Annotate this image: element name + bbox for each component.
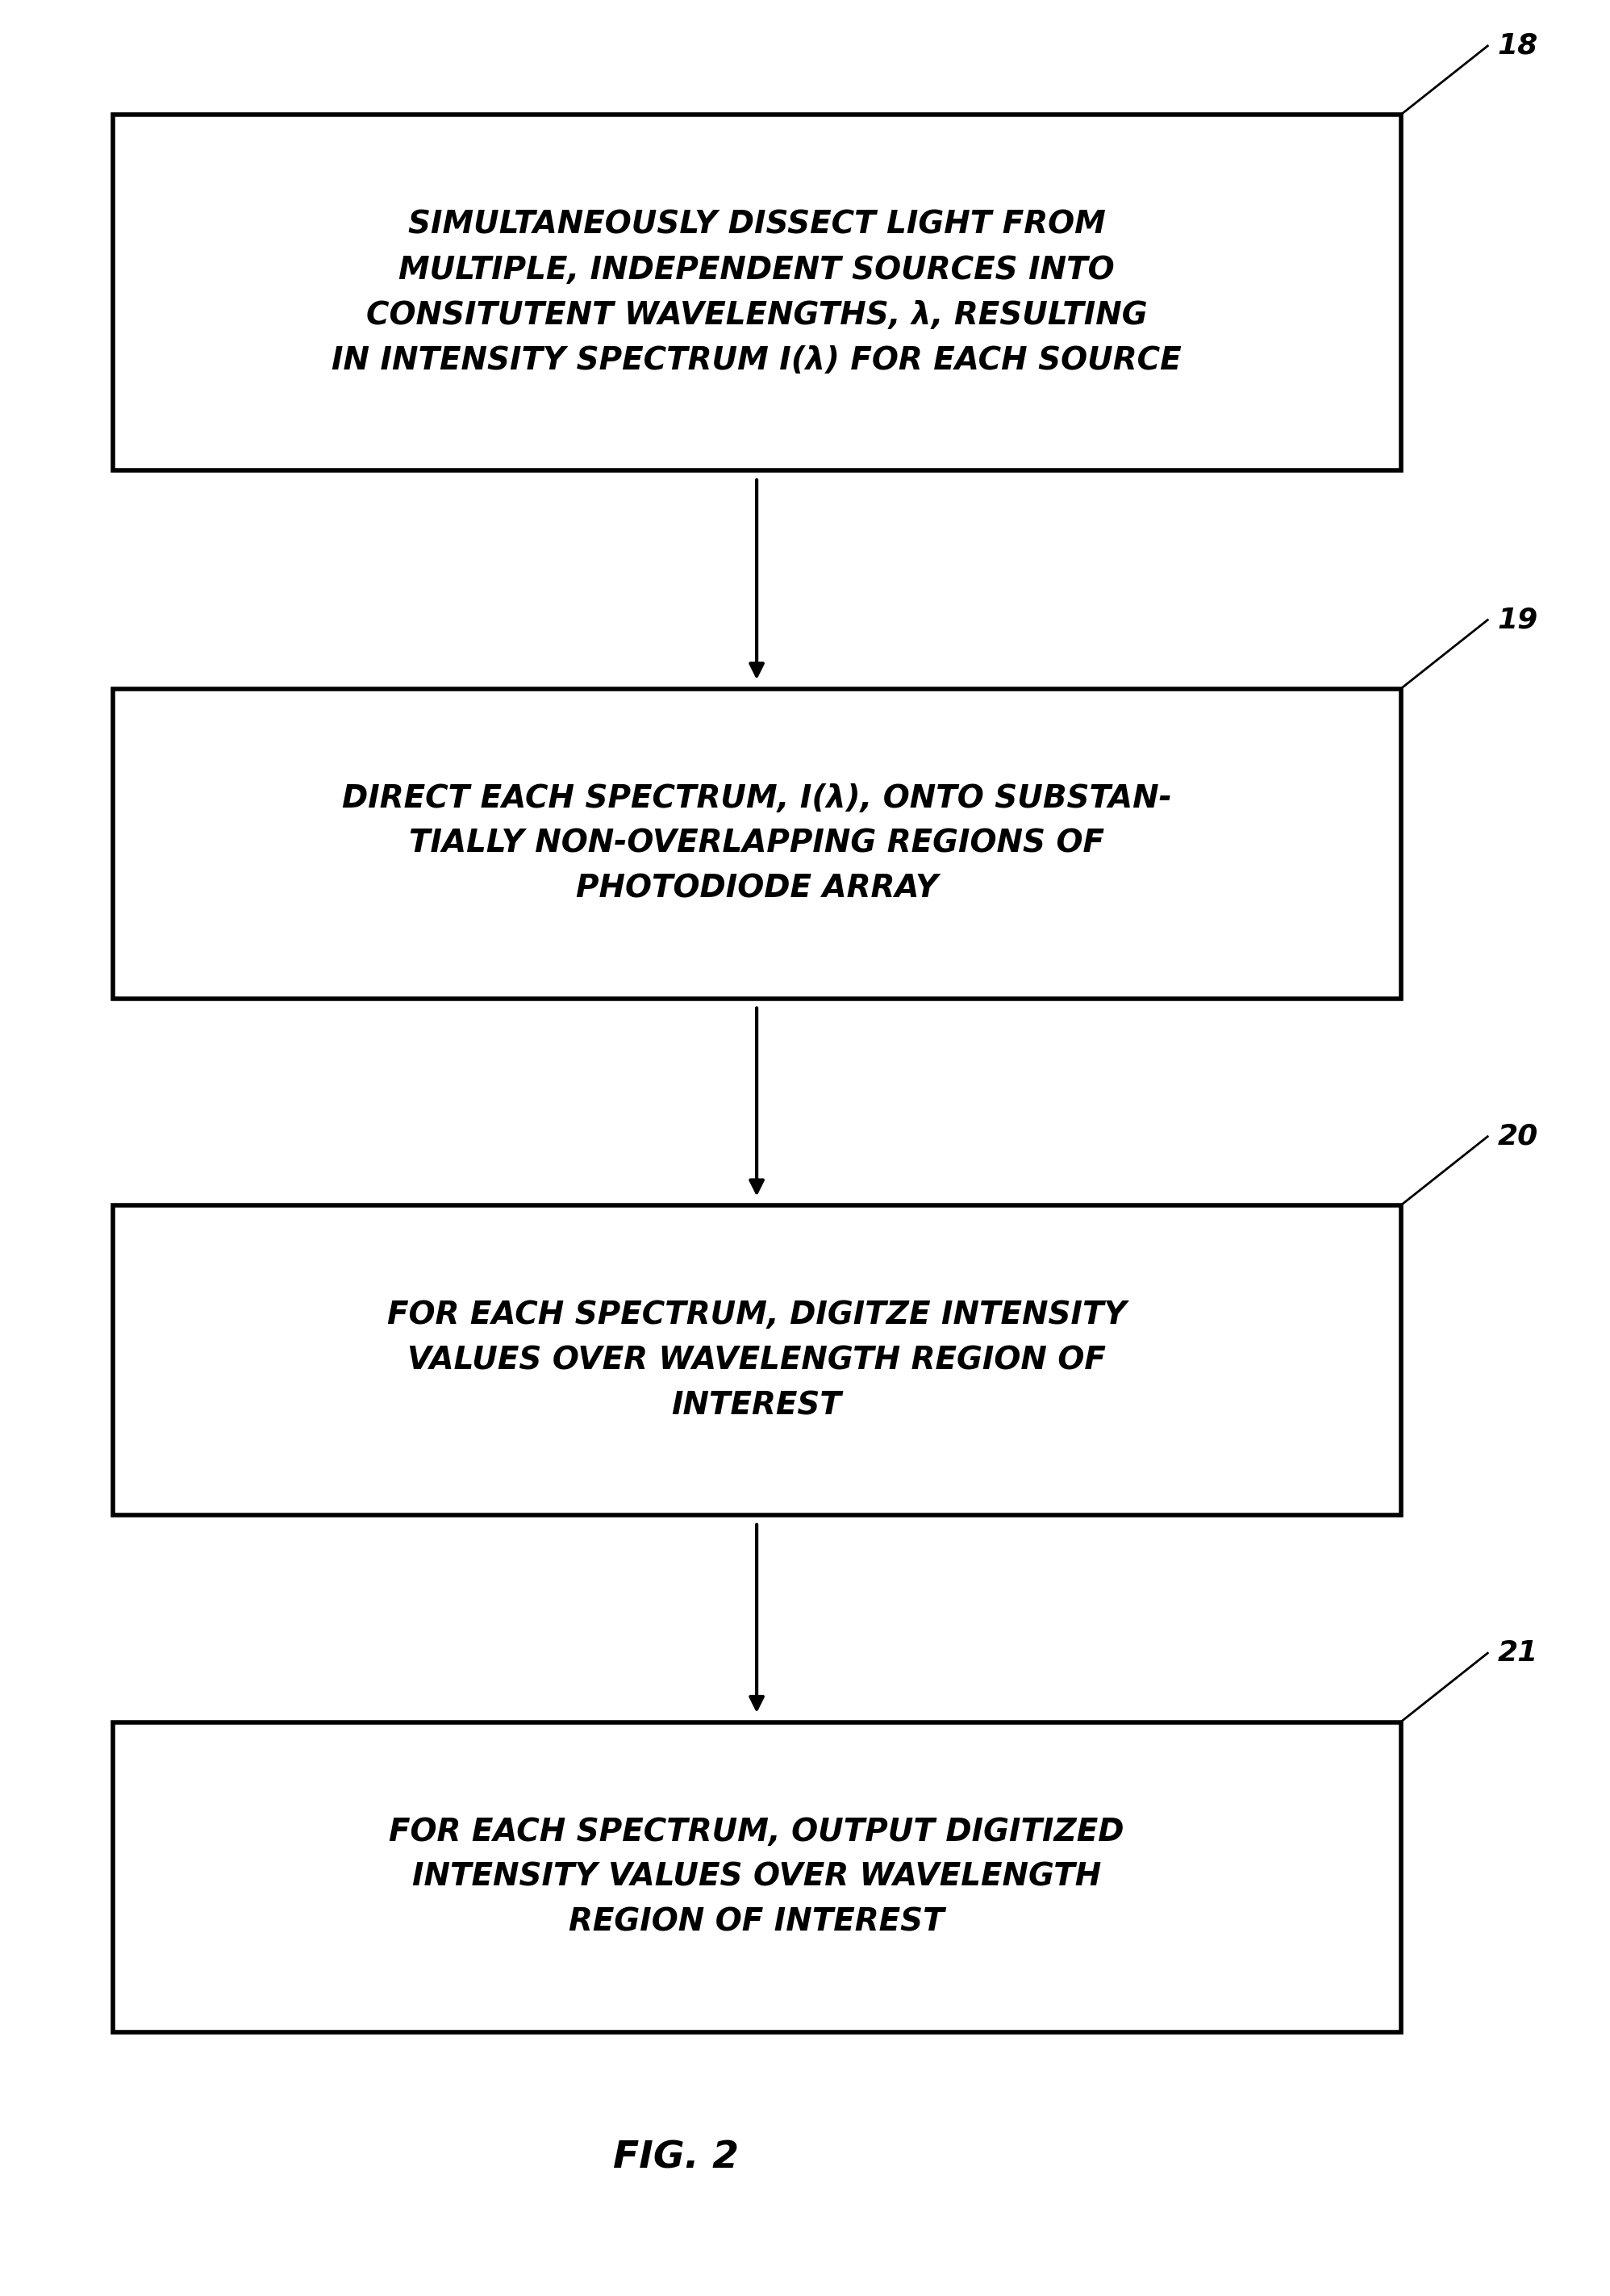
Text: 21: 21: [1497, 1639, 1538, 1667]
Text: FIG. 2: FIG. 2: [613, 2140, 739, 2177]
Text: 19: 19: [1497, 606, 1538, 634]
FancyBboxPatch shape: [113, 1205, 1401, 1515]
Text: DIRECT EACH SPECTRUM, I(λ), ONTO SUBSTAN-
TIALLY NON-OVERLAPPING REGIONS OF
PHOT: DIRECT EACH SPECTRUM, I(λ), ONTO SUBSTAN…: [341, 783, 1172, 905]
FancyBboxPatch shape: [113, 1722, 1401, 2032]
Text: 20: 20: [1497, 1123, 1538, 1150]
Text: SIMULTANEOUSLY DISSECT LIGHT FROM
MULTIPLE, INDEPENDENT SOURCES INTO
CONSITUTENT: SIMULTANEOUSLY DISSECT LIGHT FROM MULTIP…: [332, 209, 1182, 377]
FancyBboxPatch shape: [113, 115, 1401, 471]
Text: FOR EACH SPECTRUM, DIGITZE INTENSITY
VALUES OVER WAVELENGTH REGION OF
INTEREST: FOR EACH SPECTRUM, DIGITZE INTENSITY VAL…: [386, 1300, 1127, 1421]
FancyBboxPatch shape: [113, 689, 1401, 999]
Text: FOR EACH SPECTRUM, OUTPUT DIGITIZED
INTENSITY VALUES OVER WAVELENGTH
REGION OF I: FOR EACH SPECTRUM, OUTPUT DIGITIZED INTE…: [390, 1816, 1124, 1938]
Text: 18: 18: [1497, 32, 1538, 60]
